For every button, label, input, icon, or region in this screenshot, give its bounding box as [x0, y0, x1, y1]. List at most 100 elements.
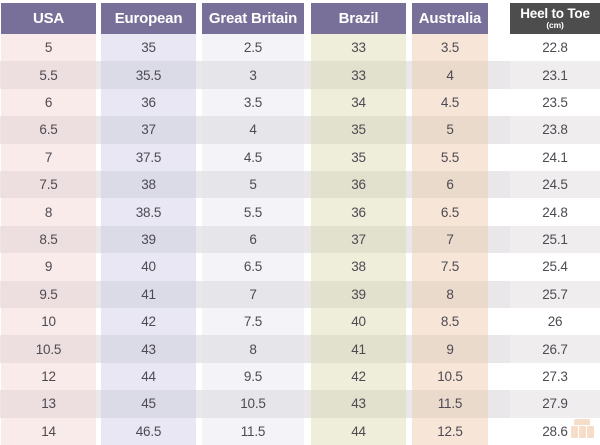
table-cell: 7	[1, 143, 96, 172]
table-row: 9.5 41 7 39 8 25.7	[0, 280, 600, 309]
table-cell: 8	[412, 280, 488, 309]
table-cell: 6	[412, 171, 488, 199]
table-cell: 24.8	[510, 198, 600, 226]
table-cell: 8.5	[1, 225, 96, 254]
table-cell: 25.4	[510, 253, 600, 281]
table-row: 8.5 39 6 37 7 25.1	[0, 225, 600, 254]
table-cell: 34	[311, 88, 406, 117]
table-cell: 35.5	[101, 61, 196, 89]
table-row: 7.5 38 5 36 6 24.5	[0, 171, 600, 199]
table-cell: 4	[202, 116, 304, 144]
table-row: 13 45 10.5 43 11.5 27.9	[0, 390, 600, 418]
table-cell: 36	[311, 198, 406, 226]
table-cell: 9	[1, 253, 96, 281]
table-cell: 7	[412, 225, 488, 254]
table-cell: 36	[101, 88, 196, 117]
table-cell: 2.5	[202, 34, 304, 62]
table-cell: 37.5	[101, 143, 196, 172]
table-cell: 41	[311, 335, 406, 363]
table-cell: 11.5	[202, 417, 304, 445]
column-header-great-britain: Great Britain	[202, 3, 304, 34]
table-cell: 10.5	[202, 390, 304, 418]
table-row: 9 40 6.5 38 7.5 25.4	[0, 253, 600, 281]
table-cell: 23.5	[510, 88, 600, 117]
column-header-heel-to-toe: Heel to Toe (cm)	[510, 3, 600, 34]
table-row: 5 35 2.5 33 3.5 22.8	[0, 34, 600, 62]
table-cell: 9.5	[202, 362, 304, 391]
table-cell: 9.5	[1, 280, 96, 309]
table-cell: 38.5	[101, 198, 196, 226]
table-cell: 7	[202, 280, 304, 309]
table-cell: 25.1	[510, 225, 600, 254]
table-cell: 6	[202, 225, 304, 254]
table-cell: 5.5	[1, 61, 96, 89]
table-cell: 46.5	[101, 417, 196, 445]
table-cell: 9	[412, 335, 488, 363]
table-cell: 44	[101, 362, 196, 391]
table-cell: 41	[101, 280, 196, 309]
table-row: 6 36 3.5 34 4.5 23.5	[0, 88, 600, 117]
table-cell: 37	[101, 116, 196, 144]
table-cell: 24.5	[510, 171, 600, 199]
table-cell: 14	[1, 417, 96, 445]
table-cell: 8	[1, 198, 96, 226]
table-row: 5.5 35.5 3 33 4 23.1	[0, 61, 600, 89]
table-cell: 40	[101, 253, 196, 281]
table-cell: 5	[412, 116, 488, 144]
table-body: 5 35 2.5 33 3.5 22.8 5.5 35.5 3 33 4 23.1 6 36 3.5 34 4.…	[0, 34, 600, 445]
table-cell: 42	[101, 308, 196, 336]
table-cell: 27.3	[510, 362, 600, 391]
table-cell: 35	[101, 34, 196, 62]
column-header-heel-unit: (cm)	[546, 20, 564, 30]
table-row: 12 44 9.5 42 10.5 27.3	[0, 362, 600, 391]
table-cell: 6	[1, 88, 96, 117]
table-row: 10.5 43 8 41 9 26.7	[0, 335, 600, 363]
table-cell: 12.5	[412, 417, 488, 445]
table-row: 6.5 37 4 35 5 23.8	[0, 116, 600, 144]
table-row: 14 46.5 11.5 44 12.5 28.6	[0, 417, 600, 445]
table-cell: 26	[510, 308, 600, 336]
column-header-usa: USA	[1, 3, 96, 34]
watermark-logo-icon	[569, 419, 595, 440]
table-cell: 8.5	[412, 308, 488, 336]
table-cell: 3.5	[412, 34, 488, 62]
table-cell: 5.5	[412, 143, 488, 172]
table-cell: 3	[202, 61, 304, 89]
table-cell: 6.5	[202, 253, 304, 281]
table-cell: 36	[311, 171, 406, 199]
table-cell: 12	[1, 362, 96, 391]
column-header-australia: Australia	[412, 3, 488, 34]
table-cell: 10.5	[1, 335, 96, 363]
table-cell: 5.5	[202, 198, 304, 226]
column-header-european: European	[101, 3, 196, 34]
table-cell: 24.1	[510, 143, 600, 172]
table-cell: 33	[311, 61, 406, 89]
table-cell: 5	[202, 171, 304, 199]
table-cell: 37	[311, 225, 406, 254]
table-cell: 5	[1, 34, 96, 62]
table-cell: 7.5	[202, 308, 304, 336]
table-cell: 11.5	[412, 390, 488, 418]
table-cell: 23.1	[510, 61, 600, 89]
table-cell: 25.7	[510, 280, 600, 309]
table-cell: 27.9	[510, 390, 600, 418]
table-cell: 7.5	[412, 253, 488, 281]
table-cell: 43	[101, 335, 196, 363]
table-cell: 43	[311, 390, 406, 418]
table-cell: 6.5	[1, 116, 96, 144]
table-cell: 38	[101, 171, 196, 199]
column-header-brazil: Brazil	[311, 3, 406, 34]
table-cell: 35	[311, 116, 406, 144]
table-cell: 4.5	[202, 143, 304, 172]
table-cell: 13	[1, 390, 96, 418]
table-cell: 8	[202, 335, 304, 363]
table-cell: 10	[1, 308, 96, 336]
table-cell: 3.5	[202, 88, 304, 117]
table-row: 7 37.5 4.5 35 5.5 24.1	[0, 143, 600, 172]
table-cell: 6.5	[412, 198, 488, 226]
table-cell: 44	[311, 417, 406, 445]
table-cell: 10.5	[412, 362, 488, 391]
table-cell: 45	[101, 390, 196, 418]
table-cell: 23.8	[510, 116, 600, 144]
